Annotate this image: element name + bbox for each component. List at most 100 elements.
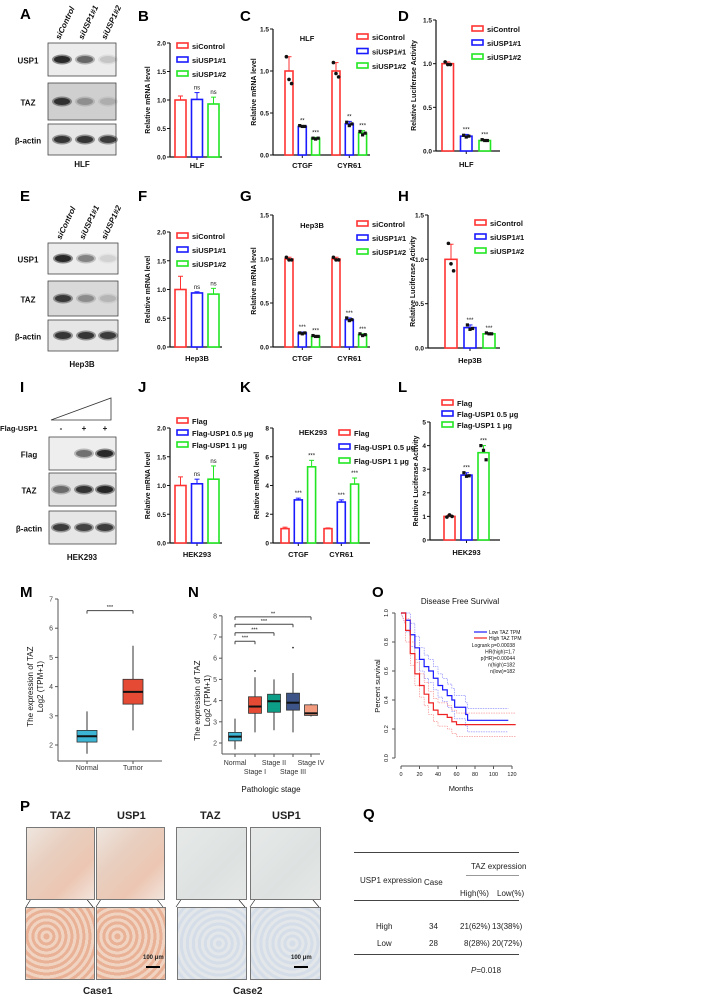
dose-gradient-triangle	[50, 397, 112, 421]
table-p-value: P=0.018	[471, 966, 501, 975]
data-point	[361, 333, 365, 338]
y-tick-label: 2.0	[157, 426, 166, 433]
panel-label-g: G	[240, 188, 252, 205]
blot-band-core	[77, 136, 93, 143]
blot-band-core	[78, 295, 94, 302]
ihc-image-case1-usp1-high	[96, 907, 166, 980]
blot-band-core	[100, 136, 116, 143]
ihc-image-case1-usp1-low	[96, 827, 165, 900]
panel-label-k: K	[240, 379, 251, 396]
data-point	[450, 514, 454, 519]
confidence-band-lower	[400, 612, 516, 737]
scale-bar-case2	[294, 966, 308, 968]
y-axis-label: Relative Luciferase Activity	[411, 40, 418, 131]
y-tick-label: 1.0	[157, 287, 166, 294]
data-point	[465, 323, 469, 327]
survival-curve-high	[401, 612, 516, 726]
x-category-label: CYR61	[337, 161, 361, 170]
legend-label: siUSP1#2	[372, 62, 406, 71]
legend-swatch	[176, 246, 189, 253]
blot-row-label: β-actin	[15, 333, 41, 342]
y-tick-label: 0.0	[157, 155, 166, 162]
table-header-low: Low(%)	[497, 889, 525, 898]
data-point	[451, 269, 456, 273]
x-tick-label: 0	[399, 772, 402, 778]
blot-lane-label: siControl	[55, 205, 78, 241]
survival-statistic: HR(high)=1.7	[485, 650, 515, 656]
significance-label: ***	[299, 325, 307, 331]
panel-label-j: J	[138, 379, 147, 396]
significance-label: ***	[351, 471, 359, 477]
x-tick-label: 100	[489, 772, 498, 778]
comparison-significance: ***	[251, 627, 258, 633]
y-axis-label: Relative mRNA level	[251, 58, 258, 125]
ihc-image-case2-usp1-high	[250, 907, 321, 980]
chart-annotation: HEK293	[299, 428, 327, 437]
legend-label: siUSP1#2	[487, 53, 521, 62]
data-point	[300, 332, 304, 336]
y-axis-label: Relative mRNA level	[251, 247, 258, 314]
y-tick-label: 0.5	[260, 301, 269, 308]
y-axis-label: The expression of TAZ	[26, 646, 35, 726]
x-axis-label: Pathologic stage	[241, 785, 301, 794]
blot-lane-sign: +	[103, 424, 108, 433]
y-tick-label: 8	[265, 426, 269, 433]
table-taz-underline	[466, 875, 519, 876]
y-tick-label: 0.5	[415, 301, 424, 308]
data-point	[298, 124, 302, 128]
y-tick-label: 1.0	[157, 98, 166, 105]
box-2	[267, 693, 281, 713]
y-tick-label: 7	[49, 597, 53, 604]
blot-row-label: TAZ	[21, 296, 36, 305]
blot-band	[75, 54, 95, 65]
data-point	[311, 333, 315, 338]
data-point	[467, 134, 471, 138]
legend-swatch	[176, 441, 189, 448]
ihc-header-taz-case2: TAZ	[200, 810, 221, 822]
y-tick-label: 0.0	[423, 149, 432, 156]
x-category-label: Stage III	[280, 769, 306, 776]
y-tick-label: 2.0	[157, 41, 166, 48]
blot-band-core	[76, 486, 92, 493]
y-axis-label: Relative Luciferase Activity	[413, 436, 420, 527]
blot-row-label: β-actin	[16, 525, 42, 534]
data-point	[363, 333, 367, 337]
legend-label: Flag	[192, 417, 208, 426]
blot-band-core	[100, 255, 116, 262]
bar-siusp1-1	[190, 292, 204, 348]
legend-label: siControl	[490, 219, 523, 228]
y-tick-label: 7	[213, 635, 217, 642]
blot-row-label: USP1	[18, 256, 39, 265]
data-point	[483, 138, 487, 143]
bar-flag-usp1-1-g	[207, 478, 220, 544]
ihc-image-case1-taz-low	[26, 827, 95, 900]
box-1	[248, 696, 262, 714]
table-bottom-rule	[354, 954, 519, 955]
y-tick-label: 2	[422, 490, 426, 497]
significance-label: ***	[295, 491, 303, 497]
blot-cell-line-label: Hep3B	[69, 360, 95, 369]
y-tick-label: 0.5	[157, 512, 166, 519]
blot-cell-line-label: HEK293	[67, 553, 98, 562]
y-tick-label: 0.8	[384, 638, 390, 646]
legend-label: siControl	[372, 220, 405, 229]
data-point	[480, 138, 484, 142]
blot-lane-sign: -	[60, 424, 63, 433]
y-tick-label: 2	[49, 743, 53, 750]
table-header-taz: TAZ expression	[471, 862, 527, 871]
blot-band	[76, 293, 96, 304]
data-point	[361, 133, 365, 137]
y-tick-label: 0.0	[260, 345, 269, 352]
blot-lane-label: siControl	[54, 5, 77, 41]
data-point	[284, 255, 289, 260]
significance-label: ns	[194, 285, 200, 291]
blot-row-label: TAZ	[21, 99, 36, 108]
data-point	[467, 474, 471, 478]
y-tick-label: 0.2	[384, 725, 390, 733]
data-point	[481, 448, 486, 452]
blot-band-core	[100, 332, 116, 339]
blot-band-core	[53, 524, 69, 531]
y-axis-label: Log2 (TPM+1)	[36, 661, 45, 713]
y-tick-label: 1.0	[260, 257, 269, 264]
